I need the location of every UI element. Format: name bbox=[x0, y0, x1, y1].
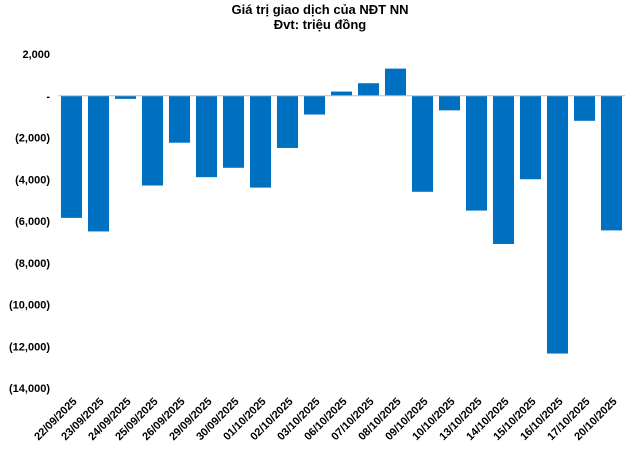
y-tick-label: 2,000 bbox=[22, 49, 50, 61]
y-tick-label: (14,000) bbox=[9, 383, 50, 395]
bar bbox=[141, 95, 164, 186]
bar bbox=[168, 95, 191, 143]
bar bbox=[60, 95, 83, 218]
bar bbox=[519, 95, 542, 180]
bar bbox=[303, 95, 326, 115]
y-tick-label: (2,000) bbox=[15, 133, 50, 145]
bar bbox=[411, 95, 434, 192]
chart-title: Giá trị giao dịch của NĐT NN bbox=[231, 2, 409, 17]
bar bbox=[492, 95, 515, 244]
bar bbox=[357, 83, 380, 96]
bar bbox=[249, 95, 272, 188]
y-tick-label: (10,000) bbox=[9, 300, 50, 312]
y-tick-label: - bbox=[46, 91, 50, 103]
chart-title-block: Giá trị giao dịch của NĐT NN Đvt: triệu … bbox=[0, 2, 640, 32]
bar bbox=[330, 91, 353, 96]
chart-subtitle: Đvt: triệu đồng bbox=[273, 17, 367, 32]
y-tick-label: (8,000) bbox=[15, 258, 50, 270]
bar bbox=[222, 95, 245, 168]
bar bbox=[438, 95, 461, 111]
bar bbox=[384, 68, 407, 96]
bar bbox=[195, 95, 218, 178]
bar bbox=[546, 95, 569, 354]
bar bbox=[465, 95, 488, 211]
y-tick-label: (6,000) bbox=[15, 216, 50, 228]
y-tick-label: (12,000) bbox=[9, 341, 50, 353]
bars-group bbox=[60, 68, 623, 354]
bar bbox=[276, 95, 299, 148]
y-axis-ticks: 2,000 - (2,000) (4,000) (6,000) (8,000) (10,00… bbox=[9, 49, 50, 395]
bar bbox=[114, 95, 137, 99]
y-tick-label: (4,000) bbox=[15, 174, 50, 186]
bar bbox=[87, 95, 110, 232]
bar bbox=[600, 95, 623, 231]
bar bbox=[573, 95, 596, 121]
x-axis-labels: 22/09/202523/09/202524/09/202525/09/2025… bbox=[32, 396, 619, 443]
